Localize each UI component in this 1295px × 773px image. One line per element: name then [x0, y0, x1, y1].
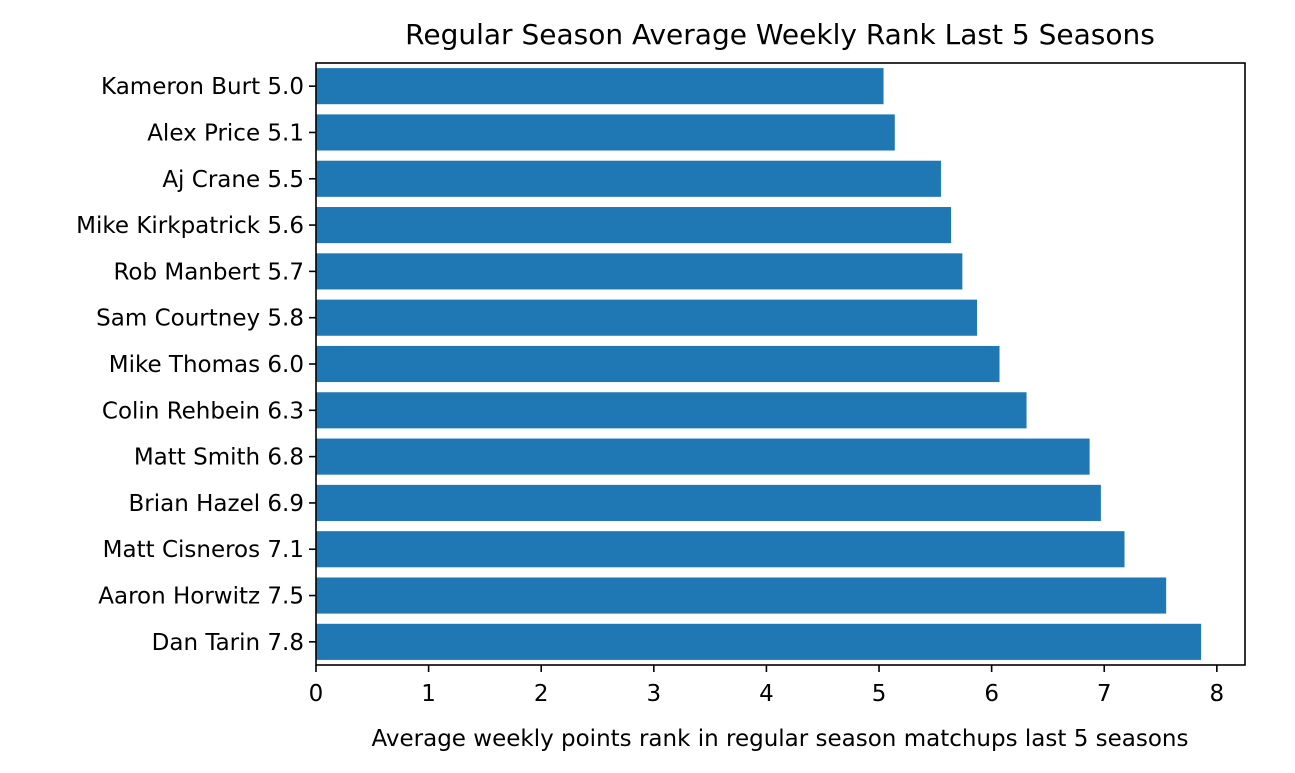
x-axis-label: Average weekly points rank in regular se…	[372, 726, 1189, 752]
x-tick-label: 2	[534, 681, 549, 707]
bar	[316, 484, 1101, 521]
bar	[316, 299, 977, 336]
bars-group	[316, 68, 1202, 660]
y-tick-label: Mike Thomas 6.0	[109, 352, 304, 378]
x-tick-label: 5	[872, 681, 887, 707]
bar	[316, 253, 963, 290]
y-tick-label: Aaron Horwitz 7.5	[98, 584, 304, 610]
y-tick-label: Mike Kirkpatrick 5.6	[76, 213, 304, 239]
x-tick-label: 3	[646, 681, 661, 707]
y-tick-label: Colin Rehbein 6.3	[102, 398, 304, 424]
x-tick-label: 0	[309, 681, 324, 707]
y-axis-ticks: Kameron Burt 5.0 Alex Price 5.1 Aj Crane 5…	[76, 74, 316, 656]
y-tick-label: Alex Price 5.1	[147, 120, 304, 146]
y-tick-label: Aj Crane 5.5	[162, 167, 304, 193]
bar	[316, 623, 1202, 660]
y-tick-label: Matt Smith 6.8	[134, 445, 304, 471]
bar	[316, 577, 1167, 614]
x-tick-label: 1	[421, 681, 436, 707]
y-tick-label: Kameron Burt 5.0	[101, 74, 304, 100]
y-tick-label: Sam Courtney 5.8	[96, 306, 304, 332]
plot-frame	[315, 62, 1246, 666]
bar	[316, 207, 952, 244]
bar	[316, 68, 884, 105]
bar	[316, 114, 895, 151]
y-tick-label: Rob Manbert 5.7	[113, 259, 304, 285]
y-tick-label: Dan Tarin 7.8	[152, 630, 304, 656]
y-tick-label: Brian Hazel 6.9	[129, 491, 305, 517]
y-tick-label: Matt Cisneros 7.1	[103, 537, 304, 563]
x-tick-label: 7	[1097, 681, 1112, 707]
x-tick-label: 6	[984, 681, 999, 707]
x-tick-label: 8	[1210, 681, 1225, 707]
x-axis-ticks: 0 1 2 3 4 5 6 7 8	[309, 665, 1224, 707]
chart-title: Regular Season Average Weekly Rank Last …	[405, 18, 1155, 51]
bar	[316, 345, 1000, 383]
x-tick-label: 4	[759, 681, 774, 707]
bar	[316, 392, 1027, 429]
bar	[316, 531, 1125, 568]
bar	[316, 160, 941, 197]
bar	[316, 438, 1090, 475]
